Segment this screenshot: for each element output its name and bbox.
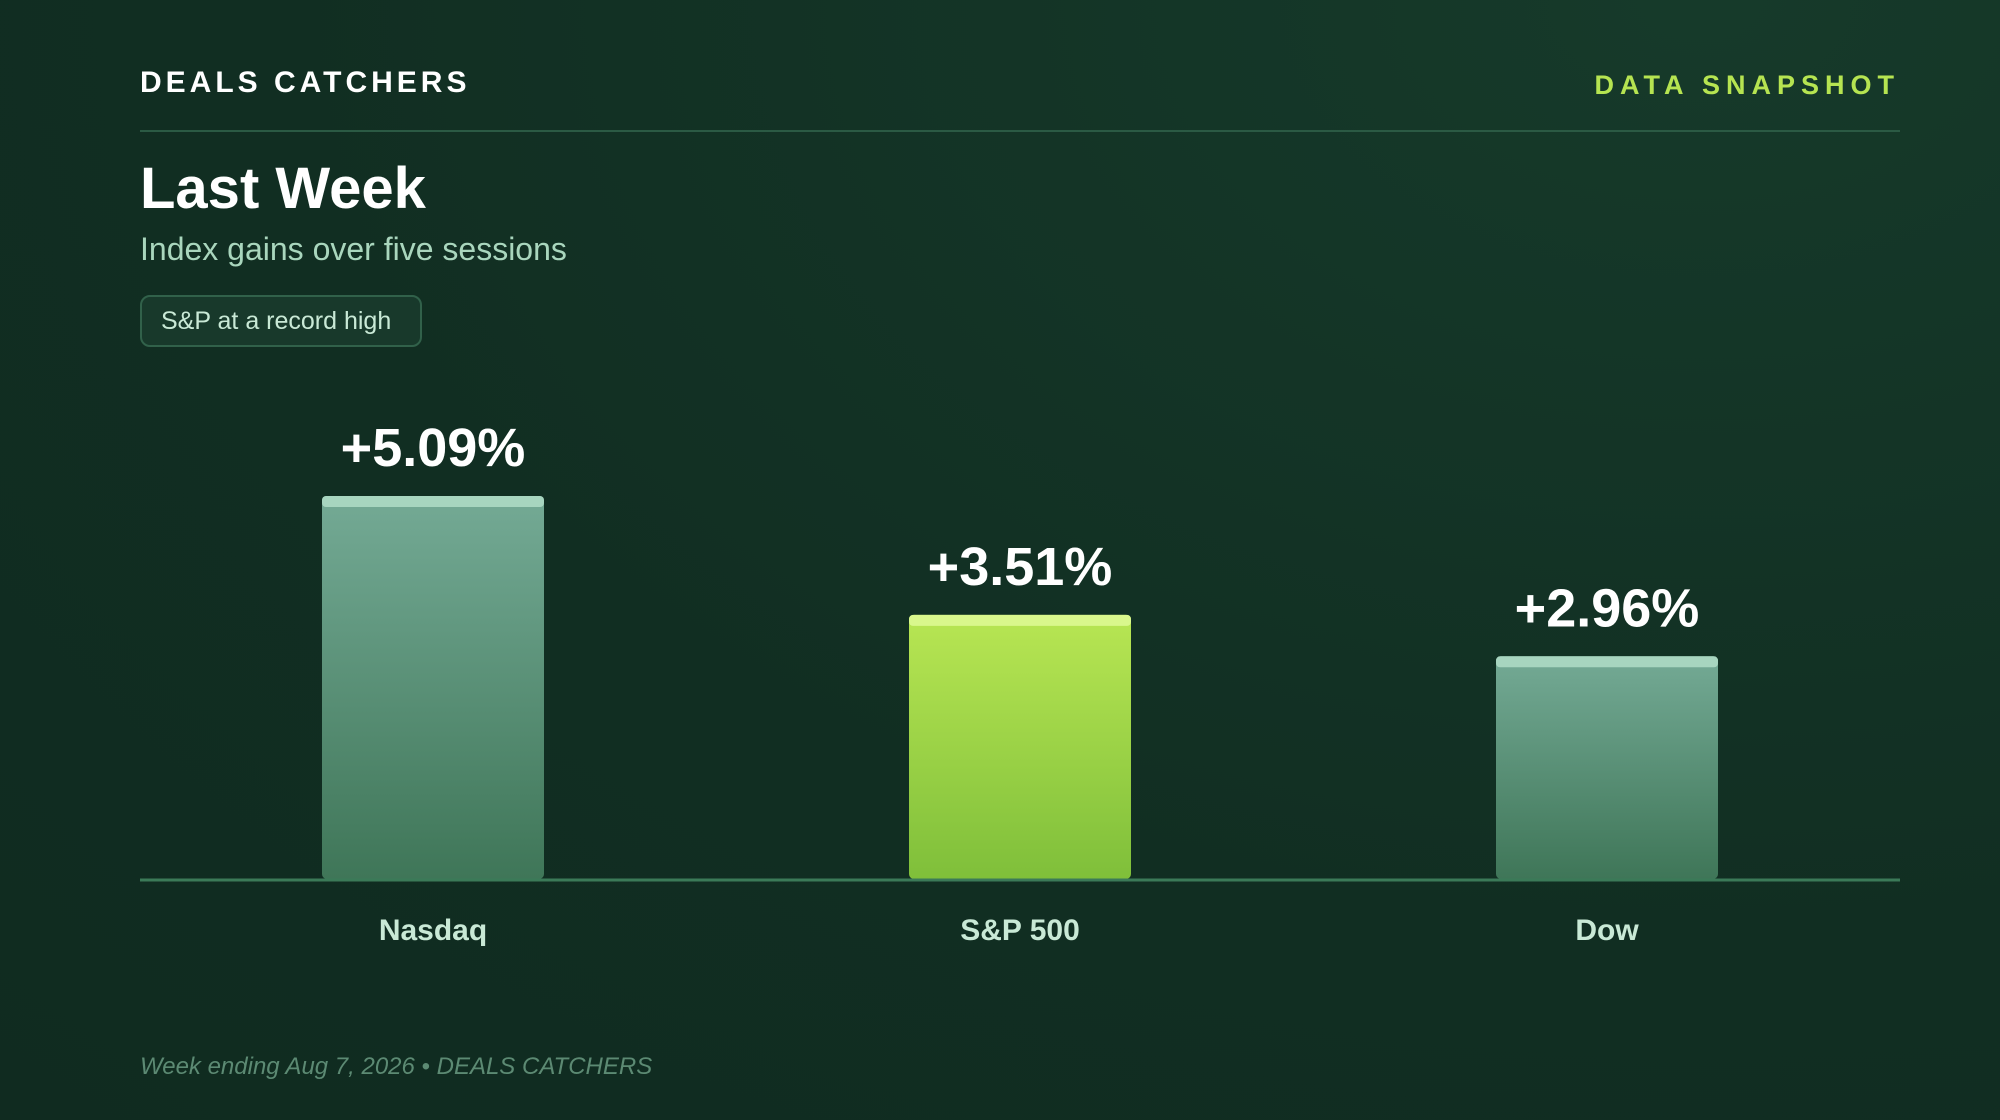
chart-title: Last Week (140, 156, 426, 221)
brand-name: DEALS CATCHERS (140, 66, 471, 99)
bar-sp-500 (909, 614, 1131, 879)
bar-cap-dow (1496, 656, 1718, 668)
badge-label: S&P at a record high (161, 306, 392, 335)
value-label-nasdaq: +5.09% (341, 418, 526, 478)
chart-subtitle: Index gains over five sessions (140, 231, 567, 267)
record-high-badge: S&P at a record high (140, 295, 422, 347)
value-label-sp-500: +3.51% (928, 537, 1113, 597)
bar-cap-nasdaq (322, 496, 544, 507)
footer-note: Week ending Aug 7, 2026 • DEALS CATCHERS (140, 1053, 653, 1080)
bar-nasdaq (322, 496, 544, 879)
category-label-sp-500: S&P 500 (960, 914, 1080, 947)
header-divider (140, 130, 1900, 132)
section-label: DATA SNAPSHOT (1594, 70, 1900, 100)
category-label-nasdaq: Nasdaq (379, 914, 487, 947)
bars-group: +5.09% Nasdaq +3.51% S&P 500 +2.96% Dow (322, 418, 1718, 947)
bar-cap-sp-500 (909, 614, 1131, 626)
bar-dow (1496, 656, 1718, 879)
category-label-dow: Dow (1575, 914, 1639, 947)
value-label-dow: +2.96% (1515, 578, 1700, 638)
